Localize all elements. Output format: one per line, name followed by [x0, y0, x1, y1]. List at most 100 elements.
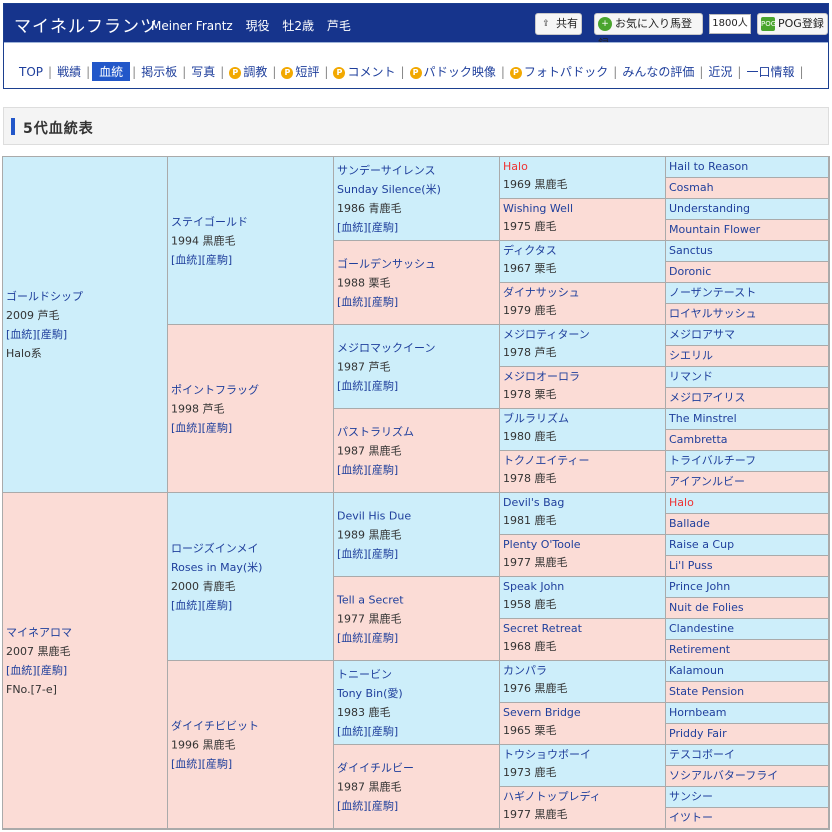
- horse-link[interactable]: ハギノトップレディ: [503, 790, 601, 803]
- horse-link[interactable]: Speak John: [503, 580, 565, 593]
- horse-link[interactable]: シエリル: [669, 349, 713, 362]
- horse-link-en[interactable]: Tony Bin(愛): [337, 686, 403, 700]
- horse-link[interactable]: メジロティターン: [503, 328, 590, 341]
- horse-link[interactable]: Cambretta: [669, 433, 728, 446]
- nav-item[interactable]: P 短評: [278, 63, 322, 80]
- nav-item[interactable]: 血統: [92, 62, 131, 81]
- pedigree-offspring-links[interactable]: [血統][産駒]: [171, 421, 233, 434]
- pedigree-offspring-links[interactable]: [血統][産駒]: [337, 220, 399, 234]
- horse-link[interactable]: ゴールデンサッシュ: [337, 257, 436, 270]
- pedigree-offspring-links[interactable]: [血統][産駒]: [337, 295, 399, 308]
- nav-item[interactable]: TOP: [16, 65, 46, 79]
- horse-link[interactable]: メジロアサマ: [669, 328, 735, 341]
- horse-link[interactable]: トニービン: [337, 667, 392, 681]
- horse-link[interactable]: テスコボーイ: [669, 748, 735, 761]
- nav-item[interactable]: 一口情報: [743, 63, 797, 80]
- cell-content: Priddy Fair: [669, 725, 825, 743]
- horse-link[interactable]: メジロマックイーン: [337, 341, 436, 354]
- pedigree-offspring-links[interactable]: [血統][産駒]: [171, 253, 233, 266]
- horse-link[interactable]: Li'l Puss: [669, 559, 713, 572]
- horse-link[interactable]: Wishing Well: [503, 202, 574, 215]
- horse-link[interactable]: The Minstrel: [669, 412, 737, 425]
- horse-link[interactable]: Devil His Due: [337, 509, 412, 522]
- pedigree-offspring-links[interactable]: [血統][産駒]: [337, 547, 399, 560]
- horse-link[interactable]: Tell a Secret: [337, 593, 404, 606]
- pedigree-offspring-links[interactable]: [血統][産駒]: [6, 327, 68, 341]
- horse-link[interactable]: ダイイチビビット: [171, 719, 259, 732]
- horse-link[interactable]: Raise a Cup: [669, 538, 735, 551]
- horse-link-en[interactable]: Sunday Silence(米): [337, 182, 441, 196]
- nav-item[interactable]: 写真: [188, 63, 218, 80]
- horse-link[interactable]: マイネアロマ: [6, 625, 72, 639]
- nav-item[interactable]: 近況: [705, 63, 735, 80]
- horse-link[interactable]: ロイヤルサッシュ: [669, 307, 757, 320]
- horse-link[interactable]: Devil's Bag: [503, 496, 565, 509]
- birth-year-coat: 1996 黒鹿毛: [171, 738, 236, 751]
- horse-link[interactable]: ソシアルバターフライ: [669, 769, 779, 782]
- nav-item[interactable]: P 調教: [226, 63, 270, 80]
- horse-link[interactable]: Hornbeam: [669, 706, 727, 719]
- nav-item[interactable]: みんなの評価: [619, 63, 697, 80]
- horse-link[interactable]: カンパラ: [503, 664, 547, 677]
- horse-link[interactable]: メジロオーロラ: [503, 370, 580, 383]
- horse-link[interactable]: Understanding: [669, 202, 751, 215]
- horse-link-en[interactable]: Roses in May(米): [171, 560, 263, 574]
- horse-link[interactable]: パストラリズム: [337, 425, 414, 438]
- pedigree-offspring-links[interactable]: [血統][産駒]: [337, 631, 399, 644]
- horse-link[interactable]: アイアンルビー: [669, 475, 746, 488]
- horse-link[interactable]: Prince John: [669, 580, 731, 593]
- horse-link[interactable]: トウショウボーイ: [503, 748, 591, 761]
- horse-link[interactable]: Mountain Flower: [669, 223, 761, 236]
- horse-link[interactable]: ロージズインメイ: [171, 541, 259, 555]
- horse-link[interactable]: Doronic: [669, 265, 712, 278]
- nav-item[interactable]: P フォトパドック: [507, 63, 611, 80]
- horse-link[interactable]: Secret Retreat: [503, 622, 582, 635]
- horse-link[interactable]: メジロアイリス: [669, 391, 746, 404]
- horse-link[interactable]: ディクタス: [503, 244, 557, 257]
- horse-link[interactable]: Clandestine: [669, 622, 735, 635]
- horse-link[interactable]: Kalamoun: [669, 664, 724, 677]
- nav-item[interactable]: P コメント: [330, 63, 398, 80]
- horse-link[interactable]: リマンド: [669, 370, 713, 383]
- horse-link[interactable]: ノーザンテースト: [669, 286, 757, 299]
- pedigree-offspring-links[interactable]: [血統][産駒]: [171, 757, 233, 770]
- horse-link[interactable]: Severn Bridge: [503, 706, 581, 719]
- horse-link[interactable]: Halo: [669, 496, 694, 509]
- horse-link[interactable]: サンシー: [669, 790, 713, 803]
- horse-link[interactable]: Sanctus: [669, 244, 713, 257]
- pedigree-offspring-links[interactable]: [血統][産駒]: [337, 799, 399, 812]
- horse-link[interactable]: Priddy Fair: [669, 727, 727, 740]
- horse-link[interactable]: Retirement: [669, 643, 731, 656]
- horse-link[interactable]: ダイイチルビー: [337, 761, 414, 774]
- horse-link[interactable]: State Pension: [669, 685, 745, 698]
- horse-link[interactable]: ブルラリズム: [503, 412, 569, 425]
- nav-item[interactable]: 戦績: [54, 63, 84, 80]
- horse-link[interactable]: Halo: [503, 160, 528, 173]
- pedigree-offspring-links[interactable]: [血統][産駒]: [337, 724, 399, 738]
- horse-link[interactable]: ゴールドシップ: [6, 289, 83, 303]
- pedigree-offspring-links[interactable]: [血統][産駒]: [171, 598, 233, 612]
- horse-link[interactable]: トライバルチーフ: [669, 454, 757, 467]
- horse-link[interactable]: ステイゴールド: [171, 215, 248, 228]
- pedigree-offspring-links[interactable]: [血統][産駒]: [337, 379, 399, 392]
- share-button[interactable]: ⇪ 共有: [535, 13, 582, 35]
- horse-link[interactable]: サンデーサイレンス: [337, 163, 436, 177]
- pedigree-offspring-links[interactable]: [血統][産駒]: [6, 663, 68, 677]
- nav-item[interactable]: 掲示板: [138, 63, 180, 80]
- cell-content: トウショウボーイ 1973 鹿毛: [503, 746, 662, 782]
- pedigree-offspring-links[interactable]: [血統][産駒]: [337, 463, 399, 476]
- horse-link[interactable]: Plenty O'Toole: [503, 538, 581, 551]
- horse-link[interactable]: Nuit de Folies: [669, 601, 744, 614]
- horse-link[interactable]: Cosmah: [669, 181, 714, 194]
- horse-meta: Meiner Frantz 現役 牡2歳 芦毛: [151, 17, 360, 34]
- horse-link[interactable]: ポイントフラッグ: [171, 383, 259, 396]
- pedigree-cell-gen4: ブルラリズム 1980 鹿毛: [500, 409, 666, 451]
- pog-button[interactable]: POG POG登録: [757, 13, 828, 35]
- horse-link[interactable]: Ballade: [669, 517, 710, 530]
- horse-link[interactable]: Hail to Reason: [669, 160, 749, 173]
- favorite-button[interactable]: +お気に入り馬登録: [594, 13, 703, 50]
- horse-link[interactable]: トクノエイティー: [503, 454, 590, 467]
- horse-link[interactable]: ダイナサッシュ: [503, 286, 580, 299]
- nav-item[interactable]: P パドック映像: [407, 63, 499, 80]
- horse-link[interactable]: イツトー: [669, 811, 713, 824]
